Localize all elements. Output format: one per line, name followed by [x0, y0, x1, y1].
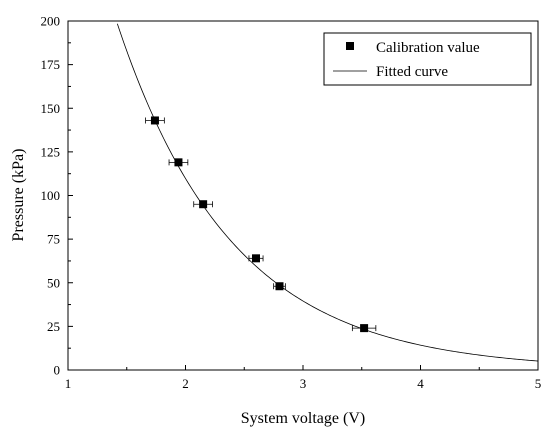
calibration-points-layer: [145, 116, 377, 333]
x-tick-label: 1: [65, 376, 72, 391]
fitted-curve-layer: [116, 23, 539, 362]
legend-label-fitted: Fitted curve: [376, 64, 448, 80]
y-tick-label: 0: [54, 363, 61, 378]
data-point: [150, 116, 159, 125]
legend-marker-calibration: [346, 42, 354, 50]
x-tick-label: 4: [417, 376, 424, 391]
data-point: [275, 282, 284, 291]
y-tick-label: 50: [47, 275, 60, 290]
x-axis-label: System voltage (V): [241, 410, 365, 427]
y-tick-label: 175: [41, 57, 61, 72]
y-axis-label: Pressure (kPa): [10, 149, 27, 242]
data-point: [199, 200, 208, 209]
y-axis: 0 25 50 75 100 125 150 175 200: [41, 14, 73, 378]
x-tick-label: 3: [300, 376, 307, 391]
legend: Calibration value Fitted curve: [323, 32, 532, 86]
x-axis: 1 2 3 4 5: [65, 365, 542, 391]
x-tick-label: 5: [535, 376, 542, 391]
y-tick-label: 100: [41, 188, 61, 203]
x-tick-label: 2: [182, 376, 189, 391]
data-point: [252, 254, 260, 263]
data-point: [174, 158, 183, 167]
y-tick-label: 75: [47, 232, 60, 247]
legend-box: [323, 32, 532, 86]
data-point: [360, 324, 369, 333]
y-tick-label: 25: [47, 319, 60, 334]
y-tick-label: 150: [41, 101, 61, 116]
fitted-curve: [116, 23, 539, 362]
legend-label-calibration: Calibration value: [376, 40, 480, 56]
y-tick-label: 125: [41, 144, 61, 159]
y-tick-label: 200: [41, 14, 61, 29]
